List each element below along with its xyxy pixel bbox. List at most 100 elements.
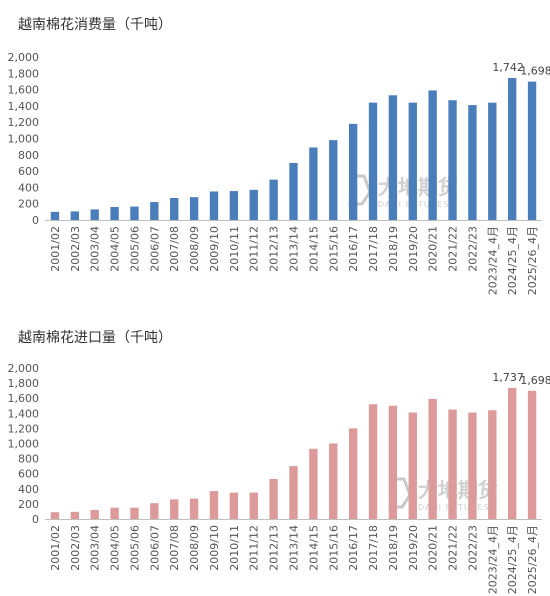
x-tick-label: 2004/05 — [109, 226, 122, 272]
bar — [150, 202, 159, 220]
bar — [527, 390, 537, 519]
x-tick-label: 2010/11 — [228, 525, 241, 571]
bar — [408, 412, 417, 519]
bar — [50, 211, 60, 220]
bar — [408, 102, 417, 220]
bar — [269, 478, 278, 519]
y-tick-label: 600 — [18, 165, 39, 178]
bar — [309, 448, 318, 519]
bar — [70, 511, 79, 519]
x-tick-label: 2014/15 — [307, 525, 320, 571]
bar — [130, 507, 139, 519]
bar — [368, 404, 378, 519]
bar — [488, 410, 497, 519]
bar — [428, 398, 437, 519]
bar — [448, 409, 457, 519]
x-tick-label: 2021/22 — [447, 226, 460, 272]
bar — [428, 90, 437, 220]
x-tick-label: 2016/17 — [347, 226, 360, 272]
bar — [130, 206, 139, 220]
bar — [329, 140, 338, 220]
bar — [249, 492, 258, 519]
y-tick-label: 2,000 — [8, 362, 40, 375]
x-tick-label: 2006/07 — [148, 226, 161, 272]
x-tick-label: 2001/02 — [49, 226, 62, 272]
bar — [209, 191, 219, 220]
x-tick-label: 2002/03 — [69, 226, 82, 272]
x-tick-label: 2016/17 — [347, 525, 360, 571]
bar — [90, 509, 99, 519]
x-tick-label: 2021/22 — [447, 525, 460, 571]
y-tick-label: 200 — [18, 498, 39, 511]
bar — [170, 499, 179, 519]
x-tick-label: 2008/09 — [188, 226, 201, 272]
y-tick-label: 1,000 — [8, 133, 40, 146]
y-tick-label: 1,000 — [8, 438, 40, 451]
x-tick-label: 2025/26_4月 — [526, 525, 539, 594]
x-tick-label: 2012/13 — [268, 226, 281, 272]
y-tick-label: 200 — [18, 198, 39, 211]
y-tick-label: 1,200 — [8, 422, 40, 435]
y-tick-label: 1,600 — [8, 84, 40, 97]
y-tick-label: 0 — [32, 214, 39, 227]
bar — [150, 503, 159, 519]
x-tick-label: 2019/20 — [407, 525, 420, 571]
bar — [170, 197, 179, 220]
x-tick-label: 2012/13 — [268, 525, 281, 571]
bar — [189, 197, 199, 220]
y-tick-label: 400 — [18, 181, 39, 194]
bar — [388, 95, 398, 220]
bar — [448, 100, 457, 220]
y-tick-label: 800 — [18, 149, 39, 162]
bar — [329, 443, 338, 519]
y-tick-label: 400 — [18, 483, 39, 496]
bar — [348, 123, 358, 220]
x-tick-label: 2013/14 — [288, 525, 301, 571]
x-tick-label: 2018/19 — [387, 226, 400, 272]
x-tick-label: 2008/09 — [188, 525, 201, 571]
bar — [90, 209, 99, 220]
x-tick-label: 2023/24_4月 — [486, 226, 499, 295]
x-tick-label: 2015/16 — [327, 525, 340, 571]
x-tick-label: 2003/04 — [89, 525, 102, 571]
x-tick-label: 2009/10 — [208, 226, 221, 272]
consumption-chart: 0 200 400 600 800 1,000 1,200 1,400 1,600 1,800 2,… — [8, 51, 550, 295]
x-tick-label: 2011/12 — [248, 226, 261, 272]
x-tick-label: 2007/08 — [168, 525, 181, 571]
bar — [348, 428, 358, 519]
x-tick-label: 2017/18 — [367, 226, 380, 272]
bar — [289, 162, 298, 220]
bar — [309, 147, 318, 220]
y-tick-label: 1,400 — [8, 100, 40, 113]
bar — [189, 498, 199, 519]
x-tick-label: 2006/07 — [148, 525, 161, 571]
bar — [488, 102, 497, 220]
y-tick-label: 800 — [18, 453, 39, 466]
bar — [110, 206, 119, 220]
watermark: 大地期货DADI FUTURES — [348, 174, 458, 209]
x-tick-label: 2023/24_4月 — [486, 525, 499, 594]
y-tick-label: 1,800 — [8, 67, 40, 80]
x-tick-label: 2011/12 — [248, 525, 261, 571]
chart-title-consumption: 越南棉花消费量（千吨） — [18, 17, 172, 33]
y-tick-label: 1,600 — [8, 392, 40, 405]
bar — [249, 189, 258, 220]
x-tick-label: 2019/20 — [407, 226, 420, 272]
x-tick-label: 2022/23 — [466, 226, 479, 272]
bar — [368, 102, 378, 220]
x-tick-label: 2025/26_4月 — [526, 226, 539, 295]
bar — [110, 507, 119, 519]
x-tick-label: 2017/18 — [367, 525, 380, 571]
x-tick-label: 2018/19 — [387, 525, 400, 571]
y-tick-label: 1,400 — [8, 407, 40, 420]
y-tick-label: 600 — [18, 468, 39, 481]
watermark: 大地期货DADI FUTURES — [388, 477, 498, 512]
data-label: 1,698 — [520, 65, 550, 78]
bar — [508, 387, 517, 519]
y-tick-label: 2,000 — [8, 51, 40, 64]
bar — [269, 179, 278, 220]
data-label: 1,742 — [492, 61, 524, 74]
x-tick-label: 2007/08 — [168, 226, 181, 272]
x-tick-label: 2005/06 — [128, 525, 141, 571]
y-tick-label: 0 — [32, 513, 39, 526]
